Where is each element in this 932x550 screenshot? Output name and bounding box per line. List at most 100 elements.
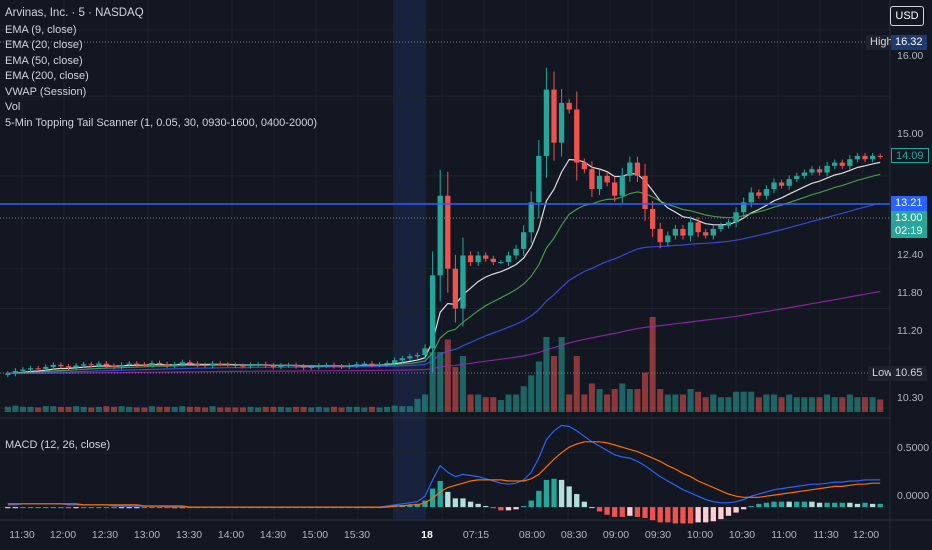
- indicator-ema20[interactable]: EMA (20, close): [5, 39, 83, 51]
- candle-body: [103, 363, 110, 366]
- macd-histogram-bar: [801, 501, 807, 508]
- macd-histogram-bar: [649, 507, 656, 521]
- volume-bar: [566, 394, 573, 412]
- currency-button[interactable]: USD: [890, 6, 924, 26]
- volume-bar: [141, 407, 148, 412]
- high-text: High: [870, 36, 893, 48]
- candle-body: [331, 364, 337, 367]
- ema9-line: [7, 158, 881, 375]
- macd-histogram-bar: [665, 507, 671, 523]
- candle-body: [338, 366, 345, 368]
- volume-bar: [156, 406, 163, 412]
- candle-body: [824, 165, 830, 173]
- volume-bar: [475, 394, 482, 412]
- candle-body: [20, 369, 26, 371]
- candle-body: [847, 159, 853, 166]
- candle-body: [247, 364, 254, 367]
- volume-bar: [95, 406, 102, 412]
- indicator-ema9[interactable]: EMA (9, close): [5, 23, 77, 36]
- ema-lines: [7, 158, 881, 375]
- grid: [0, 0, 890, 520]
- symbol-title[interactable]: Arvinas, Inc. · 5 · NASDAQ: [5, 7, 144, 19]
- volume-bar: [73, 406, 80, 412]
- volume-bar: [239, 407, 246, 412]
- candle-body: [437, 195, 443, 276]
- volume-bar: [308, 407, 315, 412]
- candle-body: [809, 169, 815, 173]
- volume-bar: [186, 406, 193, 412]
- candle-body: [316, 365, 322, 367]
- volume-bars: [4, 317, 884, 412]
- volume-bar: [816, 397, 823, 412]
- volume-bar: [110, 406, 118, 412]
- volume-bar: [854, 397, 861, 412]
- macd-histogram-bar: [558, 479, 565, 508]
- candle-body: [202, 364, 208, 366]
- macd-histogram-bar: [566, 486, 572, 508]
- candle-body: [27, 368, 34, 370]
- macd-tick: 0.5000: [897, 442, 930, 454]
- candle-body: [194, 363, 201, 365]
- candle-body: [172, 364, 178, 366]
- candle-body: [832, 162, 838, 166]
- macd-histogram-bar: [460, 498, 466, 508]
- indicator-ema50[interactable]: EMA (50, close): [5, 54, 83, 67]
- volume-bar: [42, 406, 49, 412]
- indicator-topping-tail-scanner[interactable]: 5-Min Topping Tail Scanner (1, 0.05, 30,…: [5, 116, 318, 129]
- volume-bar: [444, 339, 451, 412]
- candle-body: [756, 192, 762, 196]
- macd-histogram-bar: [35, 507, 41, 509]
- macd-histogram-bar: [619, 507, 625, 517]
- indicator-ema200[interactable]: EMA (200, close): [5, 70, 89, 82]
- candle-body: [429, 275, 436, 349]
- candlesticks[interactable]: [5, 67, 883, 378]
- macd-histogram-bar: [513, 507, 519, 510]
- volume-bar: [247, 406, 254, 412]
- volume-bar: [581, 394, 588, 412]
- candle-body: [869, 155, 876, 160]
- candle-body: [407, 356, 413, 359]
- time-tick: 12:00: [852, 529, 880, 541]
- candle-body: [710, 228, 716, 236]
- candle-body: [369, 363, 375, 365]
- candle-body: [118, 364, 125, 367]
- bar-countdown-tag: 02:19: [891, 225, 927, 238]
- volume-bar: [482, 397, 489, 412]
- candle-body: [301, 366, 307, 368]
- candle-body: [498, 262, 504, 264]
- time-tick: 12:30: [91, 529, 119, 541]
- macd-histogram-bar: [680, 507, 686, 524]
- volume-bar: [717, 397, 724, 412]
- candle-body: [134, 363, 140, 365]
- high-price-tag: 16.32: [891, 35, 927, 50]
- candle-body: [627, 162, 633, 176]
- volume-bar: [535, 361, 542, 412]
- volume-bar: [35, 407, 42, 412]
- indicator-volume[interactable]: Vol: [5, 101, 21, 113]
- candle-body: [528, 202, 534, 233]
- volume-bar: [664, 394, 671, 412]
- candle-body: [278, 365, 284, 367]
- candle-body: [399, 358, 405, 361]
- time-tick: 08:00: [518, 529, 546, 541]
- candle-body: [794, 175, 800, 180]
- indicator-vwap[interactable]: VWAP (Session): [5, 85, 87, 98]
- time-tick: 15:30: [343, 529, 371, 541]
- macd-histogram-bar: [771, 501, 777, 508]
- time-tick: 08:30: [560, 529, 588, 541]
- volume-bar: [755, 397, 762, 412]
- session-highlight: [393, 0, 426, 520]
- candle-body: [58, 364, 64, 367]
- volume-bar: [869, 397, 876, 412]
- time-tick: 11:30: [813, 529, 839, 541]
- macd-histogram-bar: [407, 504, 413, 508]
- candle-body: [209, 363, 216, 366]
- macd-pane: [5, 424, 883, 524]
- macd-histogram-bar: [134, 507, 140, 509]
- macd-indicator-label[interactable]: MACD (12, 26, close): [5, 439, 111, 451]
- macd-histogram-bar: [111, 507, 117, 509]
- candle-body: [672, 228, 679, 236]
- low-label: Low: [868, 366, 897, 381]
- candle-body: [490, 258, 496, 263]
